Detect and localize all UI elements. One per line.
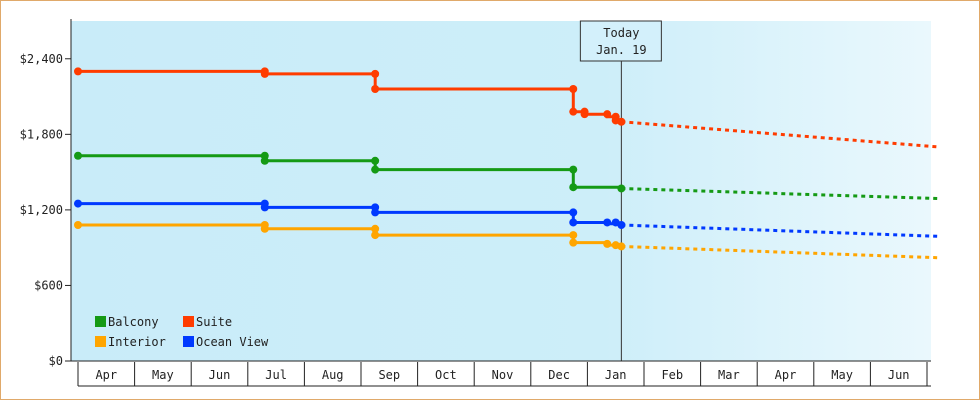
x-tick-label: Feb [661,368,683,382]
data-point-interior [617,242,626,251]
series-balcony [74,151,939,201]
data-point-ocean-view [260,203,269,212]
legend-swatch-suite [183,316,194,327]
data-point-suite [371,69,380,78]
legend-swatch-interior [95,336,106,347]
x-tick-label: Jan [605,368,627,382]
series-suite [74,67,939,149]
x-tick-label: Nov [492,368,514,382]
today-date-label: Jan. 19 [596,43,647,57]
forecast-line-interior [621,244,939,260]
data-point-suite [569,85,578,93]
plot-background [71,21,931,361]
data-point-ocean-view [569,208,578,217]
data-point-balcony [371,156,380,165]
data-point-suite [74,67,82,76]
y-tick-label: $1,800 [20,127,63,141]
x-tick-label: Apr [775,368,797,382]
legend-label-interior: Interior [108,335,166,349]
data-point-suite [371,85,380,93]
data-point-suite [260,69,269,78]
data-point-balcony [371,165,380,174]
legend-label-balcony: Balcony [108,315,159,329]
y-tick-label: $2,400 [20,52,63,66]
data-point-interior [603,239,612,248]
forecast-line-ocean-view [621,223,939,238]
series-interior [74,221,939,260]
data-point-suite [580,110,589,119]
data-point-balcony [569,165,578,174]
data-point-interior [371,224,380,233]
series-ocean-view [74,199,939,238]
data-point-ocean-view [371,208,380,217]
x-tick-label: Oct [435,368,457,382]
x-tick-label: Mar [718,368,740,382]
data-point-interior [371,231,380,240]
data-point-ocean-view [617,221,626,229]
data-point-suite [569,107,578,116]
data-point-interior [260,224,269,233]
y-tick-label: $600 [34,278,63,292]
data-point-balcony [617,184,626,193]
data-point-interior [74,221,82,229]
x-tick-label: Jul [265,368,287,382]
data-point-ocean-view [569,218,578,227]
data-point-ocean-view [603,218,612,227]
data-point-balcony [260,156,269,165]
legend-swatch-balcony [95,316,106,327]
forecast-line-suite [621,120,939,149]
legend-label-suite: Suite [196,315,232,329]
x-tick-label: Jun [888,368,910,382]
data-point-suite [603,110,612,119]
x-tick-label: Aug [322,368,344,382]
x-tick-label: Jun [209,368,231,382]
x-tick-label: Dec [548,368,570,382]
data-point-suite [617,117,626,126]
data-point-interior [569,231,578,240]
today-label-box [579,20,662,62]
data-point-balcony [569,183,578,192]
legend-label-ocean-view: Ocean View [196,335,269,349]
x-tick-label: May [152,368,174,382]
forecast-line-balcony [621,186,939,201]
x-tick-label: Apr [95,368,117,382]
x-tick-label: Sep [378,368,400,382]
data-point-ocean-view [74,199,82,208]
y-tick-label: $0 [49,354,63,368]
y-tick-label: $1,200 [20,203,63,217]
data-point-balcony [74,151,82,160]
legend-swatch-ocean-view [183,336,194,347]
x-tick-label: May [831,368,853,382]
data-point-interior [569,238,578,247]
today-label: Today [603,26,639,40]
